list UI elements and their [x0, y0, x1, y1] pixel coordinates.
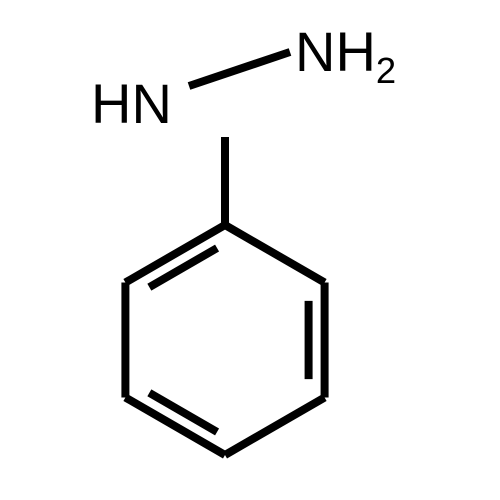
chemical-structure: HN NH2: [0, 0, 500, 500]
bond-skeleton: [0, 0, 500, 500]
atom-label-nh2: NH2: [295, 24, 396, 90]
atom-label-hn: HN: [91, 76, 172, 132]
